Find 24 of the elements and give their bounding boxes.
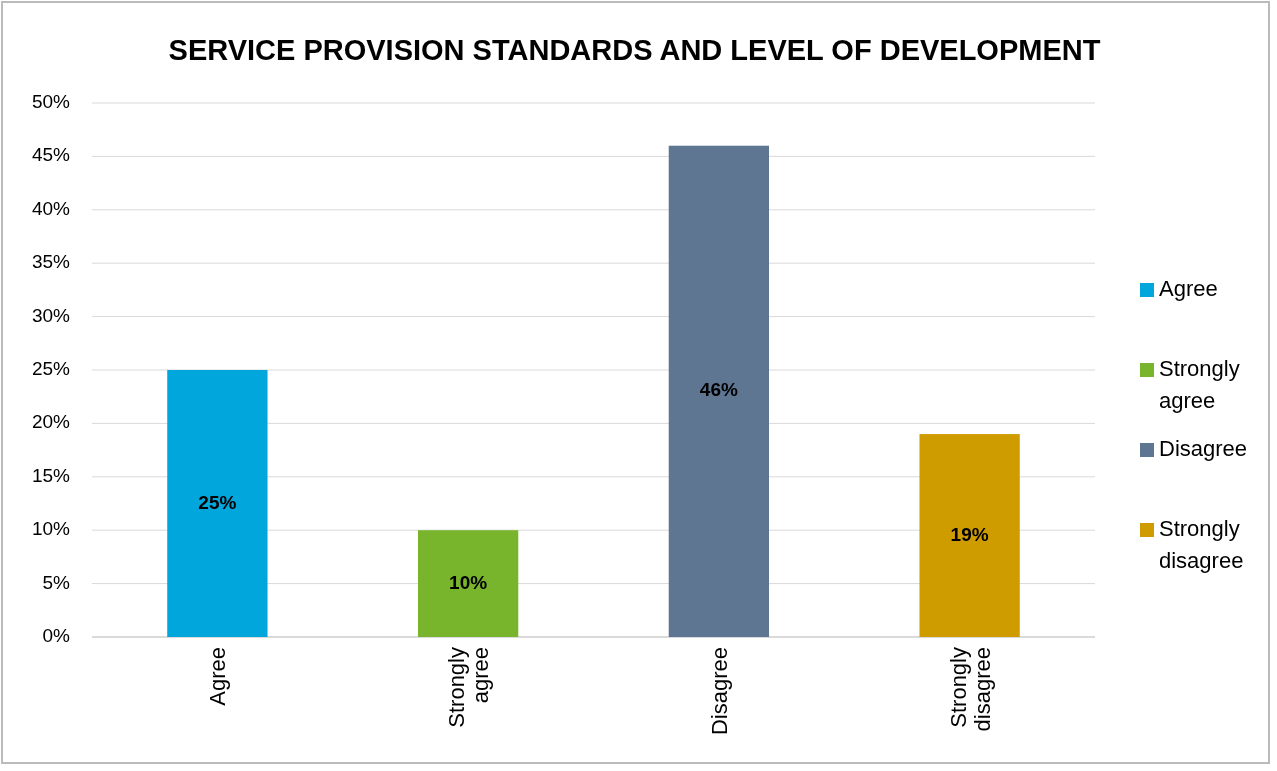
x-tick-label: Strongly disagree xyxy=(945,647,995,732)
y-tick-label: 40% xyxy=(31,197,71,219)
y-tick-label: 45% xyxy=(31,144,71,166)
y-tick-label: 10% xyxy=(31,518,71,540)
x-tick-label: Strongly agree xyxy=(444,647,494,728)
y-tick-label: 0% xyxy=(42,625,71,647)
legend-label: Strongly disagree xyxy=(1159,515,1244,573)
data-label: 10% xyxy=(449,571,488,593)
data-label: 46% xyxy=(699,379,738,401)
data-label: 25% xyxy=(198,491,237,513)
x-tick-label: Agree xyxy=(205,647,231,706)
x-tick-label: Disagree xyxy=(706,647,732,736)
y-tick-label: 5% xyxy=(42,571,71,593)
y-tick-label: 35% xyxy=(31,251,71,273)
y-tick-label: 50% xyxy=(31,91,71,113)
legend-label: Strongly agree xyxy=(1159,355,1240,413)
y-tick-label: 30% xyxy=(31,304,71,326)
y-tick-label: 20% xyxy=(31,411,71,433)
legend-label: Agree xyxy=(1159,275,1218,301)
legend-label: Disagree xyxy=(1159,435,1248,461)
y-tick-label: 15% xyxy=(31,464,71,486)
y-tick-label: 25% xyxy=(31,358,71,380)
data-label: 19% xyxy=(950,523,989,545)
chart-title: SERVICE PROVISION STANDARDS AND LEVEL OF DEVELOPMENT xyxy=(168,34,1101,66)
